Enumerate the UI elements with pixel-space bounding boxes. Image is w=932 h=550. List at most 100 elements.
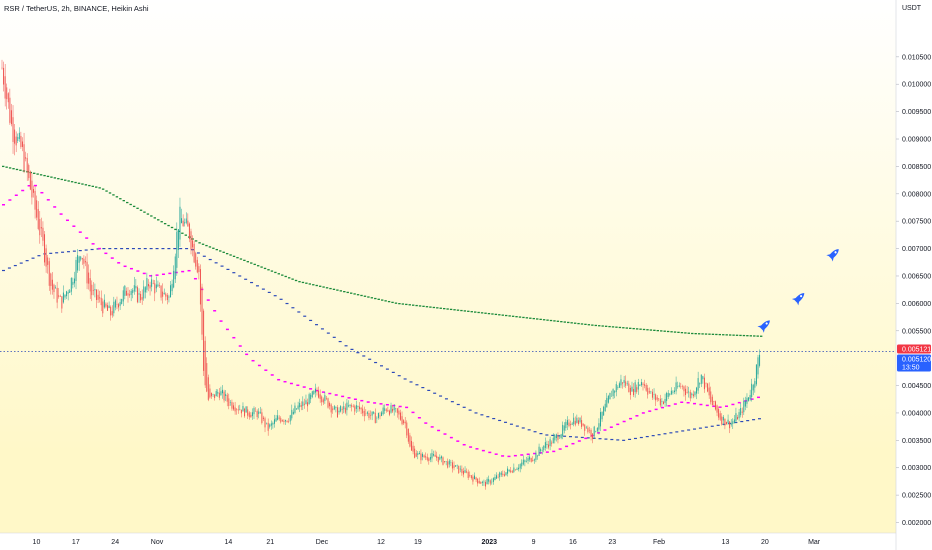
candle-body <box>305 400 307 405</box>
candle-body <box>231 402 233 409</box>
candle-body <box>47 257 49 265</box>
candle-body <box>743 400 745 413</box>
candle-body <box>373 412 375 414</box>
candle-body <box>442 457 444 465</box>
candle-body <box>554 435 556 441</box>
candle-body <box>466 471 468 473</box>
candle-body <box>618 383 620 388</box>
candle-body <box>302 401 304 406</box>
candle-body <box>483 481 485 483</box>
candle-body <box>335 406 337 408</box>
candle-body <box>37 208 39 229</box>
candle-body <box>626 383 628 384</box>
x-tick-label: 13 <box>722 539 730 546</box>
candle-body <box>349 404 351 406</box>
candle-body <box>749 394 751 400</box>
candle-body <box>291 409 293 419</box>
candle-body <box>529 456 531 460</box>
time-axis[interactable]: 10 17 24 Nov 14 21 Dec 12 19 2023 9 16 23 Feb 13 20 Mar <box>33 539 821 546</box>
candle-body <box>587 427 589 433</box>
candle-body <box>201 286 203 335</box>
candle-body <box>67 292 69 294</box>
candle-body <box>341 408 343 410</box>
candle-body <box>316 390 318 392</box>
candle-body <box>75 259 77 281</box>
candle-body <box>719 413 721 420</box>
candle-body <box>311 391 313 397</box>
candle-body <box>80 256 82 260</box>
candle-body <box>188 223 190 239</box>
candle-body <box>555 434 557 439</box>
y-tick-label: 0.003500 <box>902 438 931 445</box>
candle-body <box>69 290 71 293</box>
candle-body <box>516 468 518 470</box>
y-tick-label: 0.005500 <box>902 328 931 335</box>
candle-body <box>401 416 403 425</box>
candle-body <box>489 480 491 484</box>
candle-body <box>642 383 644 385</box>
candle-body <box>321 396 323 403</box>
candle-body <box>604 403 606 412</box>
y-tick-label: 0.007000 <box>902 246 931 253</box>
candle-body <box>250 414 252 418</box>
candle-body <box>163 293 165 295</box>
candle-body <box>573 417 575 425</box>
candle-body <box>703 377 705 390</box>
candle-body <box>634 382 636 393</box>
candle-body <box>42 227 44 241</box>
candle-body <box>51 279 53 290</box>
sma-badge: 0.005120 13:50 <box>897 354 931 372</box>
candle-body <box>527 458 529 462</box>
candle-body <box>242 406 244 412</box>
candle-body <box>716 405 718 413</box>
candle-body <box>623 379 625 383</box>
candle-body <box>752 384 754 391</box>
candle-body <box>346 402 348 411</box>
price-axis[interactable]: 0.010500 0.010000 0.009500 0.009000 0.008500… <box>896 54 931 527</box>
candle-body <box>379 415 381 417</box>
candle-body <box>363 410 365 417</box>
candle-body <box>559 437 561 439</box>
candle-body <box>396 408 398 413</box>
candle-body <box>143 286 145 299</box>
candle-body <box>21 141 23 147</box>
candle-body <box>666 392 668 401</box>
candle-body <box>267 422 269 431</box>
candle-body <box>168 296 170 298</box>
candle-body <box>494 477 496 481</box>
candle-body <box>464 470 466 473</box>
candle-body <box>458 465 460 474</box>
candle-body <box>296 408 298 410</box>
candle-body <box>563 425 565 431</box>
x-tick-label: 20 <box>761 539 769 546</box>
candle-body <box>735 413 737 422</box>
candle-body <box>481 481 483 483</box>
candle-body <box>426 456 428 460</box>
candle-body <box>592 433 594 439</box>
candle-body <box>552 437 554 444</box>
candle-body <box>387 410 389 412</box>
candle-body <box>355 405 357 409</box>
candle-body <box>283 420 285 422</box>
candle-body <box>708 387 710 396</box>
candle-body <box>248 412 250 418</box>
candle-body <box>147 283 149 287</box>
candle-body <box>102 301 104 314</box>
candle-body <box>699 383 701 385</box>
candle-body <box>207 377 209 400</box>
currency-label: USDT <box>902 5 922 12</box>
candle-body <box>640 382 642 386</box>
candle-body <box>234 407 236 412</box>
candle-body <box>84 261 86 263</box>
candle-body <box>425 456 427 458</box>
candle-body <box>732 421 734 425</box>
candle-body <box>759 354 761 366</box>
candle-body <box>55 287 57 289</box>
candle-body <box>352 405 354 407</box>
candle-body <box>245 406 247 413</box>
y-tick-label: 0.003000 <box>902 465 931 472</box>
candle-body <box>40 227 42 229</box>
candle-body <box>132 290 134 293</box>
candle-body <box>110 306 112 316</box>
